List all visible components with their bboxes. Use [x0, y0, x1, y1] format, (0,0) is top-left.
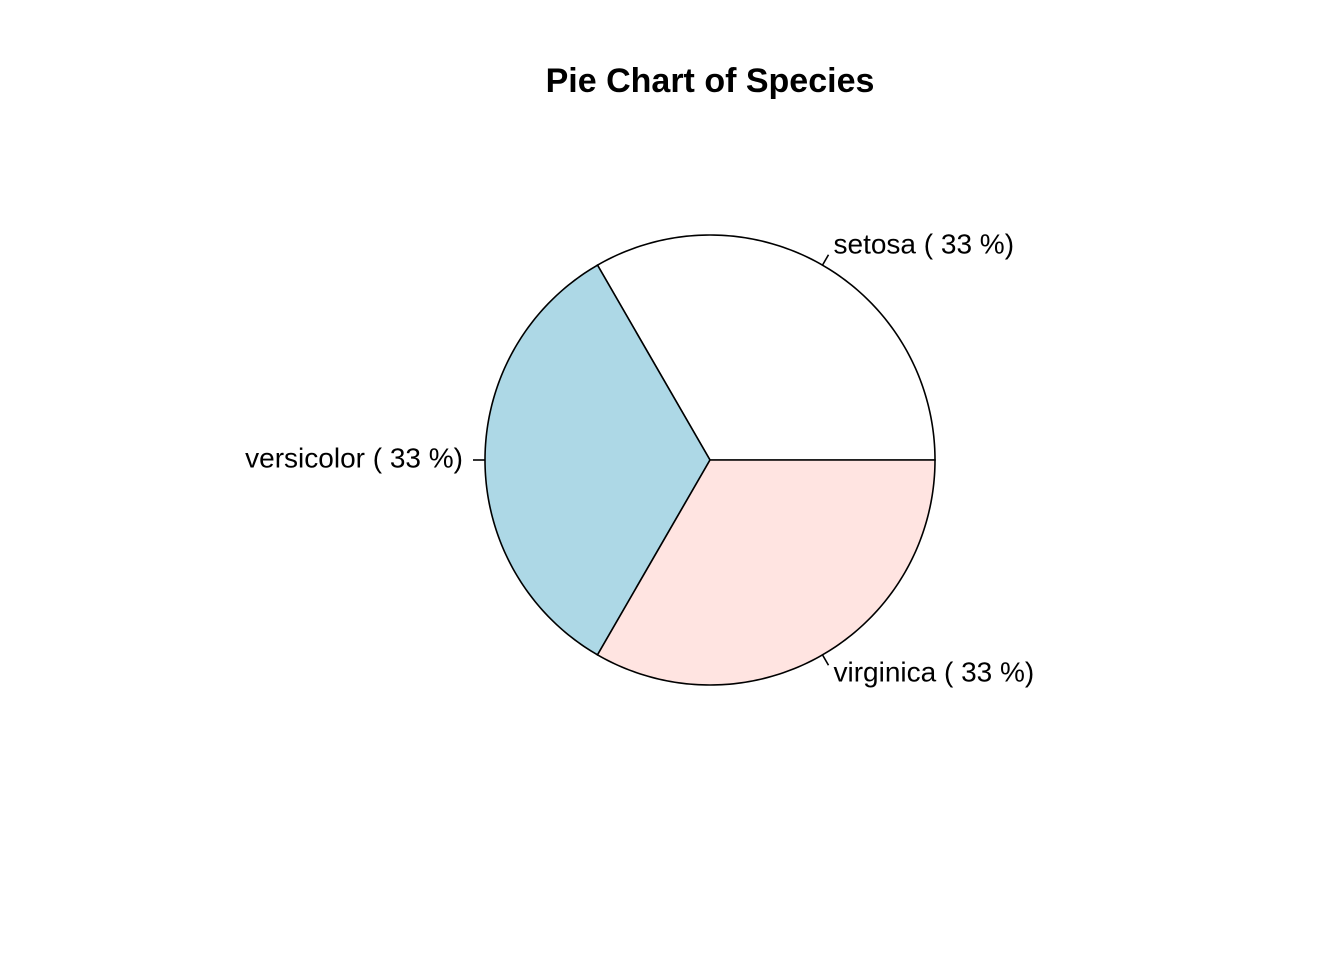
- pie-label-setosa: setosa ( 33 %): [834, 228, 1015, 259]
- pie-label-versicolor: versicolor ( 33 %): [245, 442, 463, 473]
- pie-label-virginica: virginica ( 33 %): [834, 656, 1035, 687]
- pie-labels: setosa ( 33 %) versicolor ( 33 %) virginic…: [245, 228, 1034, 687]
- pie-leader-setosa: [821, 254, 830, 266]
- chart-title: Pie Chart of Species: [546, 62, 875, 100]
- pie-leader-virginica: [821, 654, 830, 666]
- pie-leader-lines: [473, 254, 830, 666]
- pie-slices: [484, 234, 936, 686]
